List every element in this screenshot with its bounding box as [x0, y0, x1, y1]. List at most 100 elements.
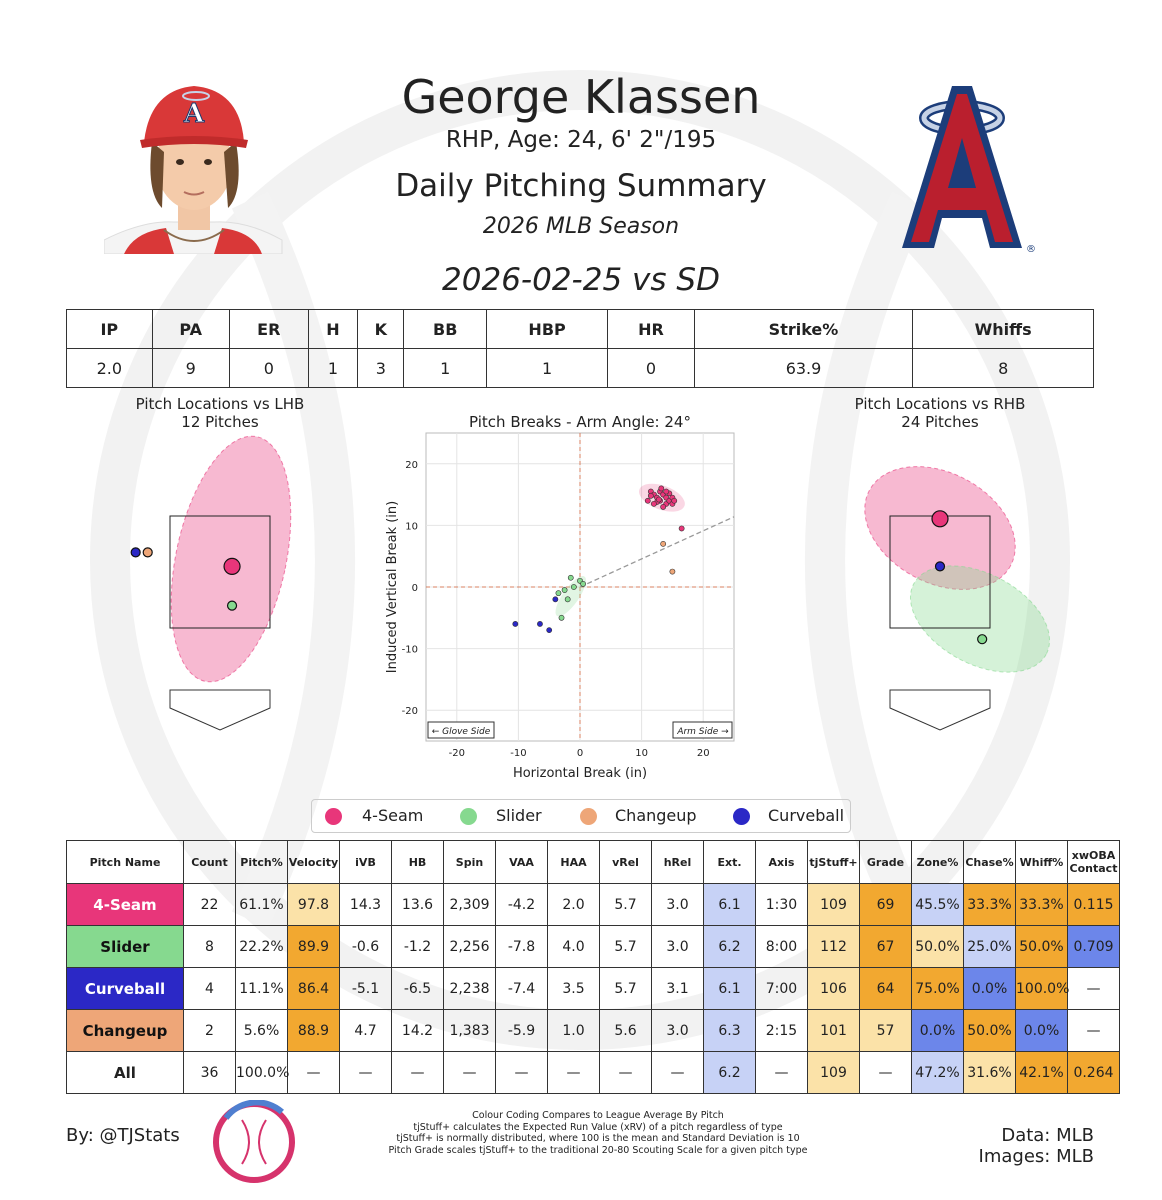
note-line: tjStuff+ calculates the Expected Run Val…	[413, 1121, 783, 1133]
glove-side-label: ← Glove Side	[432, 727, 491, 737]
table-cell: 4	[183, 967, 236, 1010]
break-point	[580, 581, 586, 587]
table-cell: 6.1	[703, 883, 756, 926]
table-cell: —	[287, 1051, 340, 1094]
column-header: VAA	[495, 840, 548, 884]
color-coding-notes: Colour Coding Compares to League Average…	[380, 1110, 816, 1156]
pitch-point	[226, 600, 238, 611]
stat-value-k: 3	[357, 348, 405, 388]
table-cell: -7.4	[495, 967, 548, 1010]
home-plate	[169, 689, 271, 731]
home-plate	[889, 689, 991, 731]
strike-zone	[169, 515, 271, 629]
table-cell: 6.2	[703, 925, 756, 968]
column-header: Velocity	[287, 840, 340, 884]
column-header: Grade	[859, 840, 912, 884]
table-cell: 101	[807, 1009, 860, 1052]
break-point	[658, 485, 665, 492]
column-header: HAA	[547, 840, 600, 884]
break-point	[564, 596, 571, 603]
x-tick-label: 0	[577, 748, 583, 759]
stat-header-ip: IP	[66, 309, 153, 349]
column-header: Chase%	[963, 840, 1016, 884]
player-name: George Klassen	[401, 70, 761, 124]
legend-label-curveball: Curveball	[768, 806, 845, 825]
table-cell: 1,383	[443, 1009, 496, 1052]
table-cell: 8:00	[755, 925, 808, 968]
break-point	[546, 627, 553, 634]
images-source: Images: MLB	[978, 1146, 1094, 1167]
pitch-name-cell: Curveball	[66, 967, 184, 1010]
table-cell: 2,238	[443, 967, 496, 1010]
table-cell: 3.0	[651, 925, 704, 968]
break-point	[644, 497, 651, 504]
player-headshot: A	[104, 86, 283, 254]
pitch-metrics-table: Pitch Name Count Pitch% Velocity iVB HB Spin VA…	[66, 840, 1120, 1094]
pitch-name-cell: All	[66, 1051, 184, 1094]
table-cell: —	[1067, 967, 1120, 1010]
break-point	[678, 525, 685, 532]
table-cell: 4.7	[339, 1009, 392, 1052]
stat-value-ip: 2.0	[66, 348, 153, 388]
table-cell: -4.2	[495, 883, 548, 926]
break-point	[552, 596, 559, 603]
table-cell: 50.0%	[1015, 925, 1068, 968]
break-point	[555, 590, 562, 597]
table-cell: 1.0	[547, 1009, 600, 1052]
table-cell: 5.7	[599, 967, 652, 1010]
stat-header-bb: BB	[403, 309, 487, 349]
legend-marker-changeup	[580, 808, 597, 825]
table-cell: 25.0%	[963, 925, 1016, 968]
stat-value-strike-pct: 63.9	[693, 348, 914, 388]
x-tick-label: 20	[697, 748, 710, 759]
table-cell: 50.0%	[911, 925, 964, 968]
note-line: Pitch Grade scales tjStuff+ to the tradi…	[388, 1144, 808, 1156]
pitch-table-header: Pitch Name Count Pitch% Velocity iVB HB Spin VA…	[66, 840, 1120, 884]
pitch-legend: 4-Seam Slider Changeup Curveball	[311, 799, 851, 833]
stat-header-whiffs: Whiffs	[912, 309, 1094, 349]
legend-marker-4-seam	[325, 808, 342, 825]
table-cell: -6.5	[391, 967, 444, 1010]
table-cell: 57	[859, 1009, 912, 1052]
table-cell: 0.0%	[1015, 1009, 1068, 1052]
pitch-point	[934, 561, 946, 572]
table-row: Curveball 4 11.1% 86.4 -5.1 -6.5 2,238 -7.4 3.5 5…	[66, 967, 1120, 1010]
table-cell: 14.2	[391, 1009, 444, 1052]
y-tick-label: -20	[402, 706, 418, 717]
legend-label-4-seam: 4-Seam	[362, 806, 424, 825]
table-cell: 22	[183, 883, 236, 926]
table-cell: 0.0%	[963, 967, 1016, 1010]
break-point	[660, 540, 667, 547]
break-point	[655, 496, 662, 503]
stat-value-hbp: 1	[485, 348, 609, 388]
stat-line-table: IP PA ER H K BB HBP HR Strike% Whiffs 2.0 9 0 1 3 1 1 0 6…	[66, 309, 1094, 388]
x-tick-label: 10	[635, 748, 648, 759]
table-cell: 88.9	[287, 1009, 340, 1052]
y-tick-label: 20	[405, 460, 418, 471]
table-cell: 22.2%	[235, 925, 288, 968]
table-cell: -0.6	[339, 925, 392, 968]
x-tick-label: -10	[510, 748, 526, 759]
stat-value-pa: 9	[151, 348, 230, 388]
table-cell: 61.1%	[235, 883, 288, 926]
svg-text:A: A	[183, 99, 205, 129]
table-cell: —	[599, 1051, 652, 1094]
pitch-name-cell: Changeup	[66, 1009, 184, 1052]
column-header: Zone%	[911, 840, 964, 884]
pitch-name-cell: 4-Seam	[66, 883, 184, 926]
stat-header-hr: HR	[607, 309, 695, 349]
column-header: hRel	[651, 840, 704, 884]
table-cell: 3.1	[651, 967, 704, 1010]
break-point	[651, 500, 657, 507]
table-cell: 3.5	[547, 967, 600, 1010]
table-cell: 75.0%	[911, 967, 964, 1010]
stat-header-h: H	[307, 309, 359, 349]
y-tick-label: 10	[405, 521, 418, 532]
table-cell: 5.7	[599, 883, 652, 926]
pitch-point	[977, 634, 988, 645]
table-cell: —	[391, 1051, 444, 1094]
tjstats-logo	[213, 1100, 295, 1183]
table-cell: 47.2%	[911, 1051, 964, 1094]
table-cell: 14.3	[339, 883, 392, 926]
column-header: vRel	[599, 840, 652, 884]
